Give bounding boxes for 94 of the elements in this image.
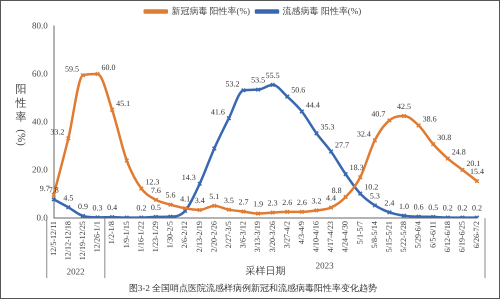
x-tick-label: 1/30-2/5 xyxy=(166,221,175,248)
data-label: 2.3 xyxy=(268,198,278,208)
data-label: 27.7 xyxy=(335,140,350,150)
x-tick-label: 4/17-4/23 xyxy=(326,221,336,252)
x-tick-label: 5/1-5/7 xyxy=(355,221,364,244)
data-label: 53.5 xyxy=(251,76,266,85)
y-tick-label: 20.0 xyxy=(32,164,48,174)
data-label: 44.4 xyxy=(306,100,320,110)
data-label: 0.9 xyxy=(78,202,88,212)
x-tick-label: 4/10-4/16 xyxy=(312,221,321,252)
data-label: 5.6 xyxy=(166,190,176,200)
data-label: 4.4 xyxy=(326,194,336,203)
data-label: 2.4 xyxy=(384,198,394,208)
data-label: 1.0 xyxy=(399,202,410,211)
x-tick-label: 3/27-4/2 xyxy=(282,221,292,248)
data-label: 0.2 xyxy=(472,204,482,213)
x-tick-label: 3/20-3/26 xyxy=(268,221,277,252)
data-label: 59.5 xyxy=(64,64,79,74)
data-label: 14.3 xyxy=(182,172,196,182)
data-label: 60.0 xyxy=(102,63,116,72)
y-tick-label: 80.0 xyxy=(32,20,48,30)
text: 2022 xyxy=(66,266,85,276)
x-tick-label: 6/12-6/18 xyxy=(442,221,452,252)
x-tick-label: 12/19-12/25 xyxy=(78,221,88,260)
x-tick-label: 1/2-1/8 xyxy=(107,221,116,244)
data-label: 55.5 xyxy=(266,70,280,80)
data-label: 2.6 xyxy=(282,198,292,207)
data-label: 3.2 xyxy=(311,196,322,206)
x-tick-label: 5/29-6/4 xyxy=(414,221,423,248)
x-tick-label: 2/27-3/5 xyxy=(224,221,233,248)
data-label: 32.4 xyxy=(356,129,371,138)
data-label: 0.2 xyxy=(457,204,468,213)
data-label: 42.5 xyxy=(397,102,412,112)
data-label: 2.7 xyxy=(238,198,248,207)
y-axis-title: 阳性率(%) xyxy=(14,83,28,146)
data-label: 50.6 xyxy=(291,86,306,95)
x-tick-label: 1/9-1/15 xyxy=(122,221,131,248)
y-tick-label: 60.0 xyxy=(32,68,48,78)
y-tick-label: 0.0 xyxy=(36,212,48,222)
x-tick-label: 5/15-5/21 xyxy=(384,221,394,252)
x-tick-label: 3/6-3/12 xyxy=(238,221,248,248)
x-tick-label: 1/23-1/29 xyxy=(151,221,160,252)
x-tick-label: 12/12-12/18 xyxy=(63,221,72,260)
data-label: 0.2 xyxy=(136,204,146,213)
legend-label: 流感病毒 阳性率(%) xyxy=(282,6,362,16)
data-label: 4.5 xyxy=(63,193,74,202)
x-tick-label: 6/5-6/11 xyxy=(428,221,438,248)
x-tick-label: 2/6-2/12 xyxy=(180,221,190,248)
x-tick-label: 2/20-2/26 xyxy=(209,221,218,252)
data-label: 0.3 xyxy=(92,203,103,212)
x-tick-label: 1/16-1/22 xyxy=(136,221,146,252)
data-label: 18.3 xyxy=(350,163,364,172)
data-label: 20.1 xyxy=(466,158,480,168)
data-label: 41.6 xyxy=(210,107,225,116)
data-label: 30.8 xyxy=(437,133,452,142)
data-label: 4.1 xyxy=(180,194,190,204)
data-label: 3.5 xyxy=(224,196,234,205)
data-label: 12.3 xyxy=(145,178,160,187)
x-tick-label: 5/22-5/28 xyxy=(399,221,408,252)
data-label: 24.8 xyxy=(452,148,466,157)
data-label: 7.6 xyxy=(150,186,161,195)
data-label: 40.7 xyxy=(371,109,386,118)
data-label: 0.2 xyxy=(442,204,453,213)
data-label: 3.4 xyxy=(194,196,205,206)
data-label: 53.2 xyxy=(225,79,240,88)
data-label: 2.6 xyxy=(296,198,307,207)
data-label: 15.4 xyxy=(470,167,484,176)
data-label: 35.3 xyxy=(320,122,334,132)
x-tick-label: 12/5-12/11 xyxy=(48,221,58,256)
data-label: 5.1 xyxy=(209,192,220,201)
x-axis-title: 采样日期 xyxy=(245,264,286,277)
data-label: 5.3 xyxy=(370,191,380,200)
text: 2023 xyxy=(316,260,334,270)
data-label: 10.2 xyxy=(364,182,378,192)
x-tick-label: 2/13-2/19 xyxy=(194,221,204,252)
x-tick-label: 3/13-3/19 xyxy=(253,221,262,252)
data-label: 9.7 xyxy=(40,184,50,193)
x-tick-label: 6/19-6/25 xyxy=(458,221,466,252)
data-label: 0.4 xyxy=(107,203,118,212)
data-label: 1.9 xyxy=(253,200,264,209)
data-label: 8.8 xyxy=(332,186,342,196)
y-tick-label: 40.0 xyxy=(32,116,48,126)
data-label: 38.6 xyxy=(422,114,437,124)
x-tick-label: 4/24-4/30 xyxy=(340,221,350,252)
data-label: 45.1 xyxy=(116,98,130,108)
data-label: 0.5 xyxy=(150,202,161,212)
x-tick-label: 5/8-5/14 xyxy=(370,221,379,248)
x-tick-label: 12/26-1/1 xyxy=(92,221,102,252)
legend-label: 新冠病毒 阳性率(%) xyxy=(171,6,250,16)
x-tick-label: 6/26-7/2 xyxy=(472,221,482,248)
data-label: 0.6 xyxy=(414,202,424,212)
data-label: 0.5 xyxy=(428,202,438,212)
text: 图3-2 全国哨点医院流感样病例新冠和流感病毒阳性率变化趋势 xyxy=(128,282,378,293)
x-tick-label: 4/3-4/9 xyxy=(296,221,306,244)
